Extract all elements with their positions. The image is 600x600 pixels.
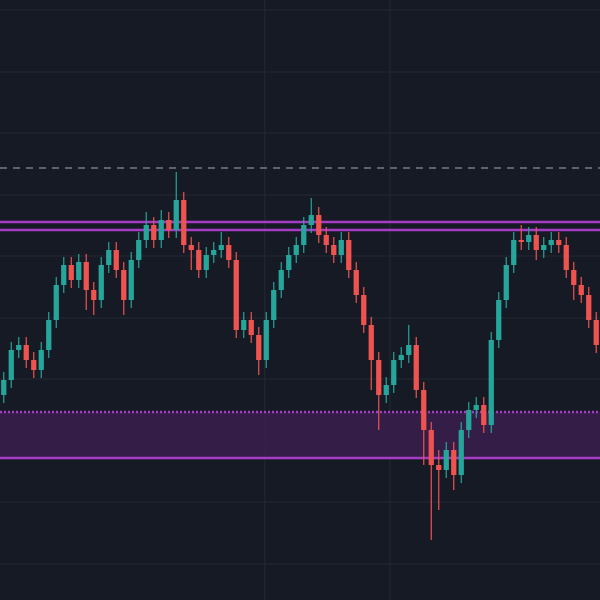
candle-body bbox=[436, 465, 442, 470]
candle-body bbox=[218, 245, 224, 250]
candle-body bbox=[76, 262, 82, 280]
candle-body bbox=[181, 200, 187, 245]
candle-body bbox=[226, 245, 232, 260]
candle-body bbox=[398, 355, 404, 360]
candle-body bbox=[541, 245, 547, 250]
candle-body bbox=[241, 320, 247, 330]
candle-body bbox=[578, 285, 584, 295]
candle-body bbox=[593, 320, 599, 345]
candle-body bbox=[271, 290, 277, 320]
candle-body bbox=[503, 265, 509, 300]
candle-body bbox=[286, 255, 292, 270]
candle-body bbox=[98, 265, 104, 300]
candle-body bbox=[16, 345, 22, 350]
candle-body bbox=[211, 250, 217, 255]
candle-body bbox=[106, 250, 112, 265]
candle-body bbox=[346, 240, 352, 270]
candle-body bbox=[518, 240, 524, 242]
candle-body bbox=[571, 270, 577, 285]
candle-body bbox=[53, 285, 59, 320]
candle-body bbox=[548, 240, 554, 245]
candle-body bbox=[353, 270, 359, 295]
candle-body bbox=[263, 320, 269, 360]
candle-body bbox=[391, 360, 397, 385]
candle-body bbox=[443, 450, 449, 470]
candle-body bbox=[46, 320, 52, 350]
candle-body bbox=[316, 215, 322, 235]
candle-body bbox=[383, 385, 389, 395]
candle-body bbox=[128, 260, 134, 300]
candle-body bbox=[361, 295, 367, 325]
candle-body bbox=[331, 245, 337, 255]
candle-body bbox=[338, 240, 344, 255]
candle-body bbox=[113, 250, 119, 270]
candle-body bbox=[233, 260, 239, 330]
candle-body bbox=[1, 380, 7, 395]
candle-body bbox=[121, 270, 127, 300]
candle-body bbox=[278, 270, 284, 290]
candle-body bbox=[301, 225, 307, 245]
candle-body bbox=[68, 265, 74, 280]
candle-body bbox=[466, 410, 472, 430]
candle-body bbox=[196, 250, 202, 270]
candle-body bbox=[586, 295, 592, 320]
candle-body bbox=[23, 345, 29, 360]
candle-body bbox=[421, 390, 427, 430]
candle-body bbox=[61, 265, 67, 285]
zone bbox=[0, 412, 600, 458]
candle-body bbox=[376, 360, 382, 395]
candle-body bbox=[323, 235, 329, 245]
candle-body bbox=[8, 350, 14, 380]
candle-body bbox=[248, 320, 254, 335]
candle-body bbox=[136, 240, 142, 260]
candle-body bbox=[38, 350, 44, 370]
candle-body bbox=[451, 450, 457, 475]
candle-body bbox=[526, 235, 532, 242]
candle-body bbox=[556, 240, 562, 245]
candle-body bbox=[31, 360, 37, 370]
candle-body bbox=[473, 405, 479, 410]
candle-body bbox=[293, 245, 299, 255]
candle-body bbox=[158, 220, 164, 240]
candle-body bbox=[533, 235, 539, 250]
candle-body bbox=[406, 345, 412, 355]
candle-body bbox=[203, 255, 209, 270]
candle-body bbox=[458, 430, 464, 475]
candle-body bbox=[511, 240, 517, 265]
candle-body bbox=[143, 225, 149, 240]
candle-body bbox=[83, 262, 89, 290]
candle-body bbox=[488, 340, 494, 425]
candle-body bbox=[368, 325, 374, 360]
candle-body bbox=[173, 200, 179, 230]
candle-body bbox=[256, 335, 262, 360]
candle-body bbox=[91, 290, 97, 300]
candle-body bbox=[496, 300, 502, 340]
candle-body bbox=[188, 245, 194, 250]
candle-body bbox=[308, 215, 314, 225]
candle-body bbox=[563, 245, 569, 270]
candle-body bbox=[413, 345, 419, 390]
candle-body bbox=[428, 430, 434, 465]
candle-body bbox=[166, 220, 172, 230]
candle-body bbox=[481, 405, 487, 425]
candle-body bbox=[151, 225, 157, 240]
